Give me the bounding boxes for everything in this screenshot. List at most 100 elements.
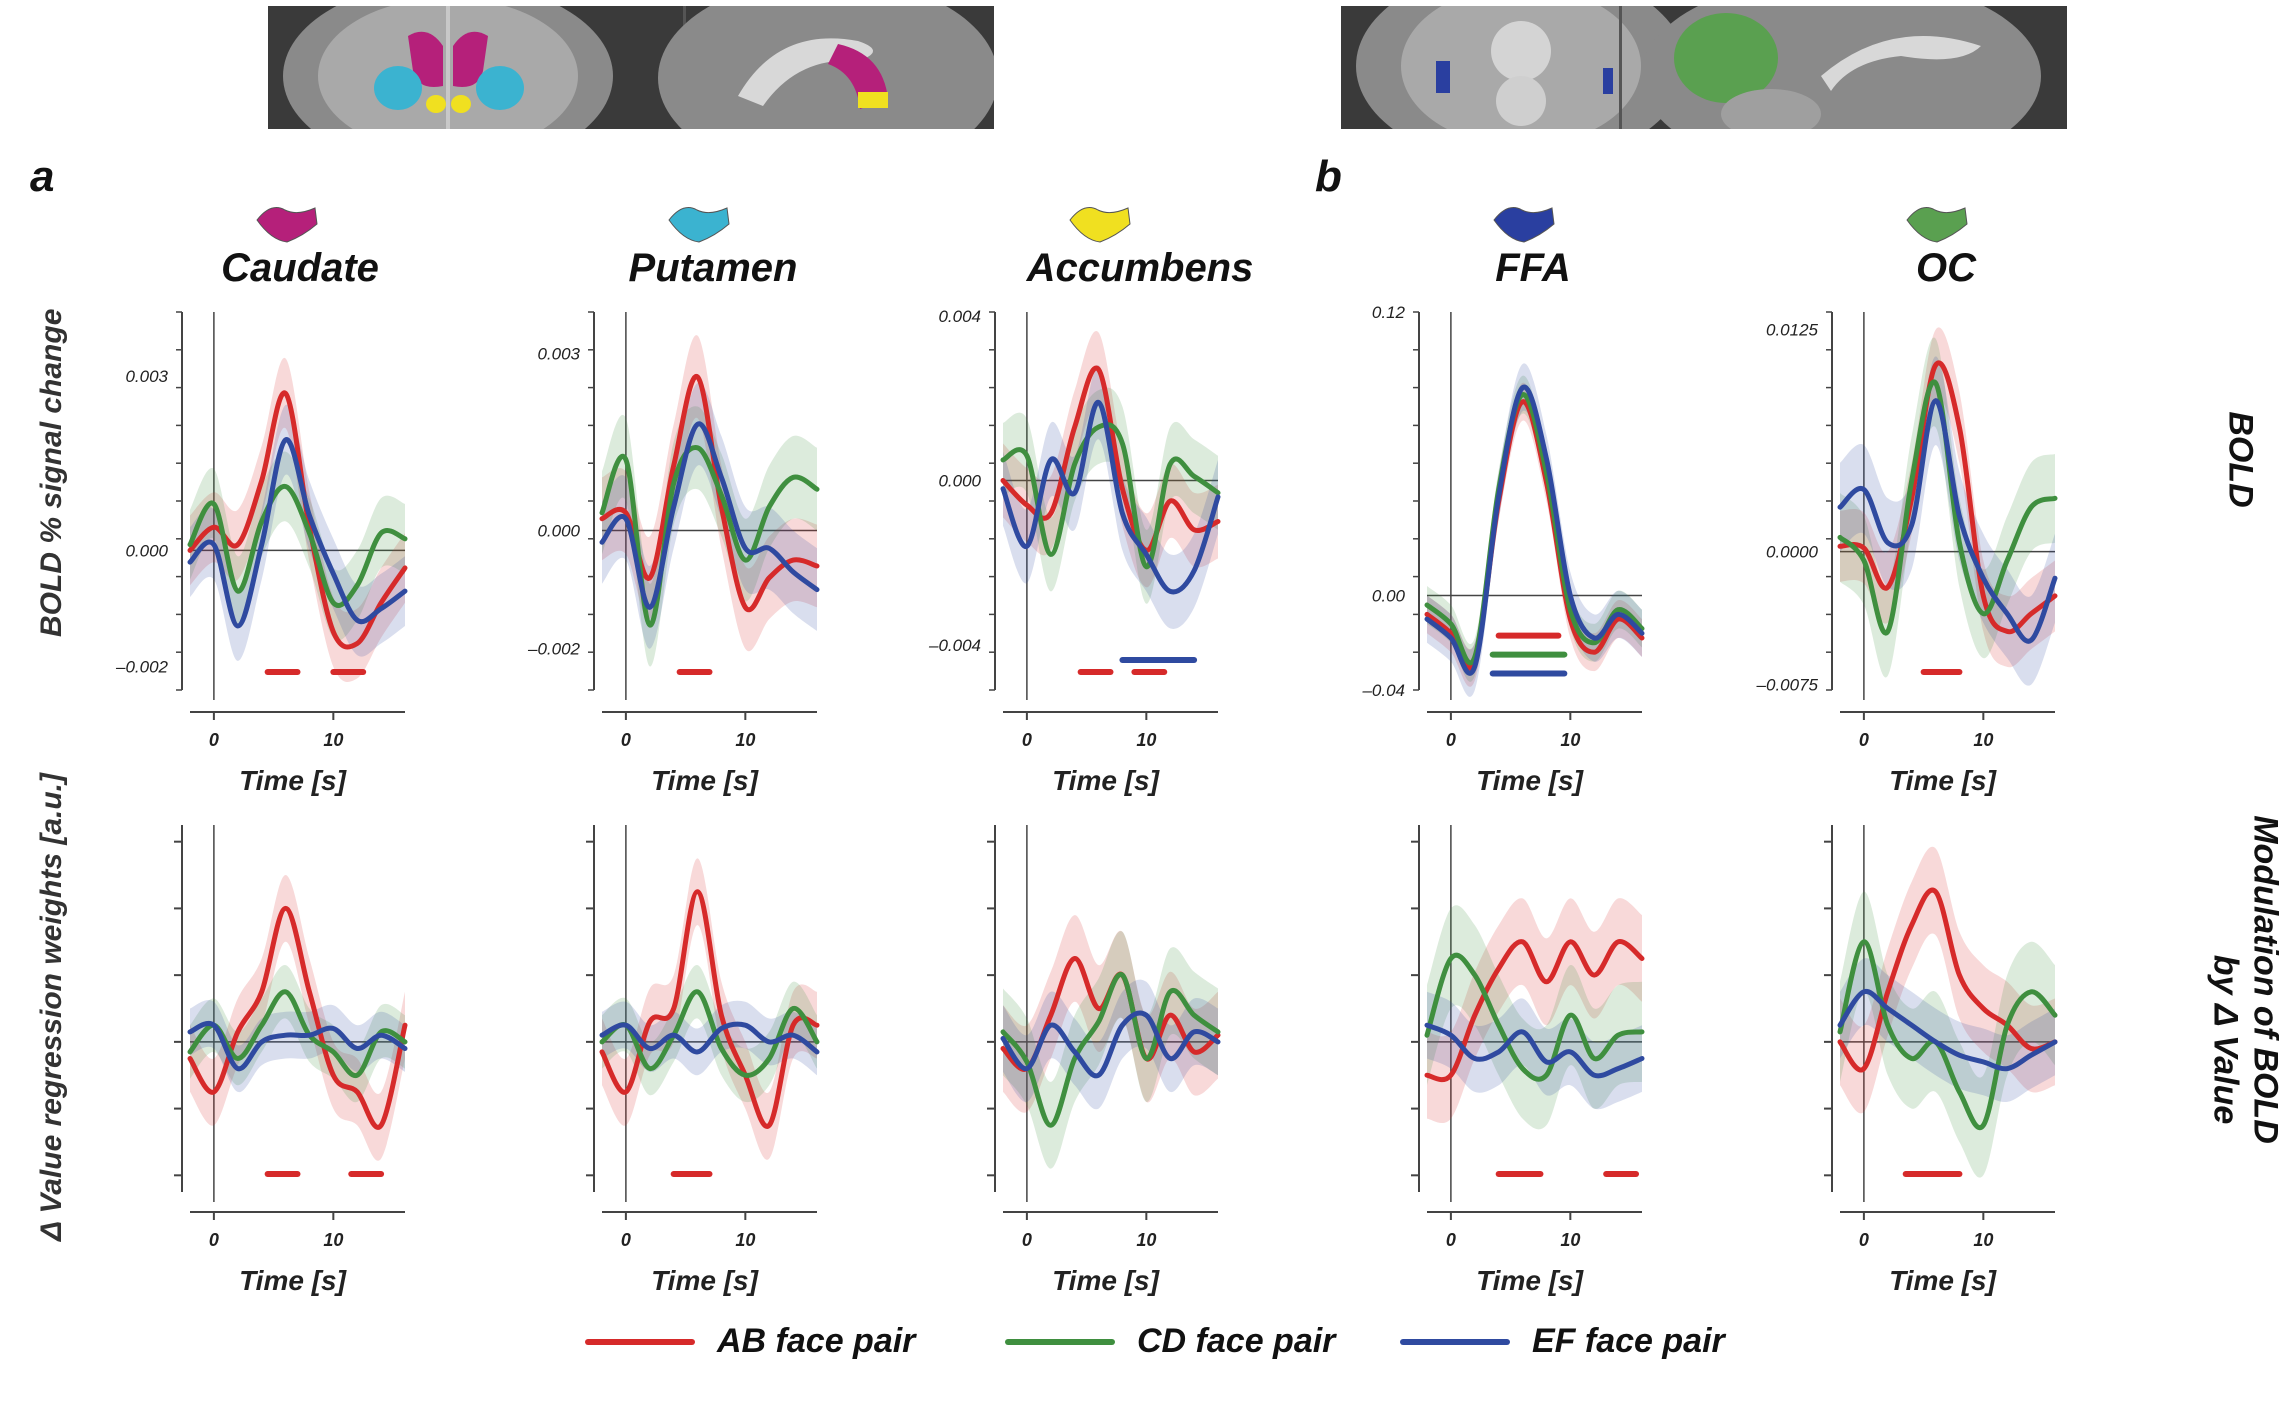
- oc-bold-line-ef: [1837, 398, 2058, 644]
- accumbens-mod-line-ef: [1000, 1010, 1221, 1079]
- putamen-bold-ytick-label-1: 0.000: [537, 522, 580, 541]
- caudate-bold-ytick-label-1: 0.000: [125, 541, 168, 560]
- oc-mod-xtick-label-0: 0: [1859, 1230, 1869, 1250]
- caudate-mod-xtick-label-0: 0: [209, 1230, 219, 1250]
- accumbens-bold-ytick-label-0: 0.004: [938, 307, 981, 326]
- putamen-bold-line-cd: [599, 445, 820, 628]
- ffa-mod-xtick-label-10: 10: [1560, 1230, 1580, 1250]
- accumbens-bold-line-cd: [1000, 422, 1221, 570]
- putamen-bold-xlabel: Time [s]: [651, 765, 760, 796]
- accumbens-bold-line-ab: [1000, 365, 1221, 553]
- caudate-bold-xlabel: Time [s]: [239, 765, 348, 796]
- accumbens-mod-band-cd: [1003, 931, 1218, 1169]
- oc-mod-xtick-label-10: 10: [1973, 1230, 1993, 1250]
- title-oc: OC: [1916, 246, 1976, 290]
- ffa-mod-xtick-label-0: 0: [1446, 1230, 1456, 1250]
- caudate-mod-line-ef: [187, 1021, 408, 1072]
- putamen-bold-region-icon: [668, 207, 730, 243]
- oc-mod-line-ab: [1837, 887, 2058, 1073]
- ffa-bold-ytick-label-0: 0.12: [1372, 303, 1406, 322]
- accumbens-mod-xtick-label-0: 0: [1022, 1230, 1032, 1250]
- legend-item-cd: CD face pair: [1005, 1322, 1335, 1361]
- ffa-oc-brain-slices: [1341, 6, 2067, 129]
- caudate-mod-xlabel: Time [s]: [239, 1265, 348, 1296]
- title-caudate: Caudate: [221, 246, 379, 290]
- accumbens-bold-xtick-label-10: 10: [1136, 730, 1156, 750]
- ffa-bold-ytick-label-1: 0.00: [1372, 587, 1406, 606]
- putamen-bold-band-ef: [602, 382, 817, 649]
- putamen-bold-ytick-label-0: 0.003: [537, 344, 580, 363]
- caudate-bold-line-ef: [187, 437, 408, 629]
- caudate-bold-band-ab: [190, 357, 405, 682]
- legend-item-ef: EF face pair: [1400, 1322, 1725, 1361]
- caudate-bold-xtick-label-10: 10: [323, 730, 343, 750]
- accumbens-mod-band-ef: [1003, 979, 1218, 1110]
- legend-line-cd: [1005, 1338, 1115, 1345]
- putamen-bold-band-ab: [602, 335, 817, 652]
- legend-line-ab: [585, 1338, 695, 1345]
- striatum-slices-svg: [268, 6, 994, 129]
- caudate-bold-region-icon: [256, 207, 318, 243]
- oc-bold-line-ab: [1837, 360, 2058, 635]
- ffa-bold-line-ab: [1424, 399, 1645, 671]
- accumbens-mod-line-cd: [1000, 972, 1221, 1128]
- title-ffa: FFA: [1495, 246, 1571, 290]
- ffa-mod-line-cd: [1424, 952, 1645, 1082]
- oc-mod-xlabel: Time [s]: [1889, 1265, 1998, 1296]
- accumbens-bold-xlabel: Time [s]: [1052, 765, 1161, 796]
- oc-mod-band-cd: [1840, 891, 2055, 1178]
- ffa-bold-region-icon: [1493, 207, 1555, 243]
- title-accumbens: Accumbens: [1026, 246, 1254, 290]
- accumbens-bold-line-ef: [1000, 399, 1221, 595]
- oc-bold-ytick-label-2: –0.0075: [1756, 676, 1819, 695]
- caudate-bold-line-cd: [187, 484, 408, 608]
- legend-line-ef: [1400, 1338, 1510, 1345]
- oc-bold-band-ab: [1840, 327, 2055, 668]
- striatum-brain-slices: [268, 6, 994, 129]
- ffa-mod-xlabel: Time [s]: [1476, 1265, 1585, 1296]
- putamen-bold-xtick-label-0: 0: [621, 730, 631, 750]
- ffa-bold-line-ef: [1424, 384, 1645, 676]
- oc-mod-line-cd: [1837, 939, 2058, 1131]
- ffa-mod-band-ab: [1427, 898, 1642, 1124]
- caudate-bold-line-ab: [187, 390, 408, 650]
- legend-label-cd: CD face pair: [1137, 1322, 1336, 1360]
- oc-bold-xtick-label-0: 0: [1859, 730, 1869, 750]
- legend-item-ab: AB face pair: [585, 1322, 915, 1361]
- accumbens-bold-xtick-label-0: 0: [1022, 730, 1032, 750]
- panel-label-b: b: [1315, 152, 1342, 201]
- accumbens-bold-ytick-label-2: –0.004: [928, 636, 981, 655]
- ffa-bold-ytick-label-2: –0.04: [1361, 681, 1405, 700]
- ffa-mod-line-ef: [1424, 1022, 1645, 1079]
- putamen-bold-ytick-label-2: –0.002: [527, 640, 581, 659]
- title-putamen: Putamen: [628, 246, 798, 290]
- oc-bold-region-icon: [1906, 207, 1968, 243]
- caudate-mod-xtick-label-10: 10: [323, 1230, 343, 1250]
- ffa-bold-band-ab: [1427, 382, 1642, 687]
- ffa-bold-xtick-label-10: 10: [1560, 730, 1580, 750]
- oc-bold-xlabel: Time [s]: [1889, 765, 1998, 796]
- putamen-mod-line-cd: [599, 989, 820, 1078]
- legend-label-ef: EF face pair: [1532, 1322, 1725, 1360]
- ffa-bold-xtick-label-0: 0: [1446, 730, 1456, 750]
- oc-bold-line-cd: [1837, 379, 2058, 636]
- oc-bold-ytick-label-0: 0.0125: [1766, 321, 1819, 340]
- accumbens-mod-band-ab: [1003, 915, 1218, 1113]
- putamen-mod-band-ab: [602, 858, 817, 1160]
- legend-label-ab: AB face pair: [717, 1322, 916, 1360]
- putamen-bold-xtick-label-10: 10: [735, 730, 755, 750]
- oc-bold-xtick-label-10: 10: [1973, 730, 1993, 750]
- caudate-bold-ytick-label-2: –0.002: [115, 658, 169, 677]
- ffa-bold-line-cd: [1424, 392, 1645, 666]
- accumbens-bold-band-ab: [1003, 330, 1218, 588]
- panel-label-a: a: [30, 152, 55, 201]
- oc-bold-ytick-label-1: 0.0000: [1766, 543, 1819, 562]
- putamen-mod-xtick-label-10: 10: [735, 1230, 755, 1250]
- putamen-mod-line-ef: [599, 1021, 820, 1055]
- accumbens-bold-ytick-label-1: 0.000: [938, 471, 981, 490]
- putamen-bold-line-ef: [599, 421, 820, 610]
- caudate-bold-xtick-label-0: 0: [209, 730, 219, 750]
- accumbens-bold-band-ef: [1003, 365, 1218, 629]
